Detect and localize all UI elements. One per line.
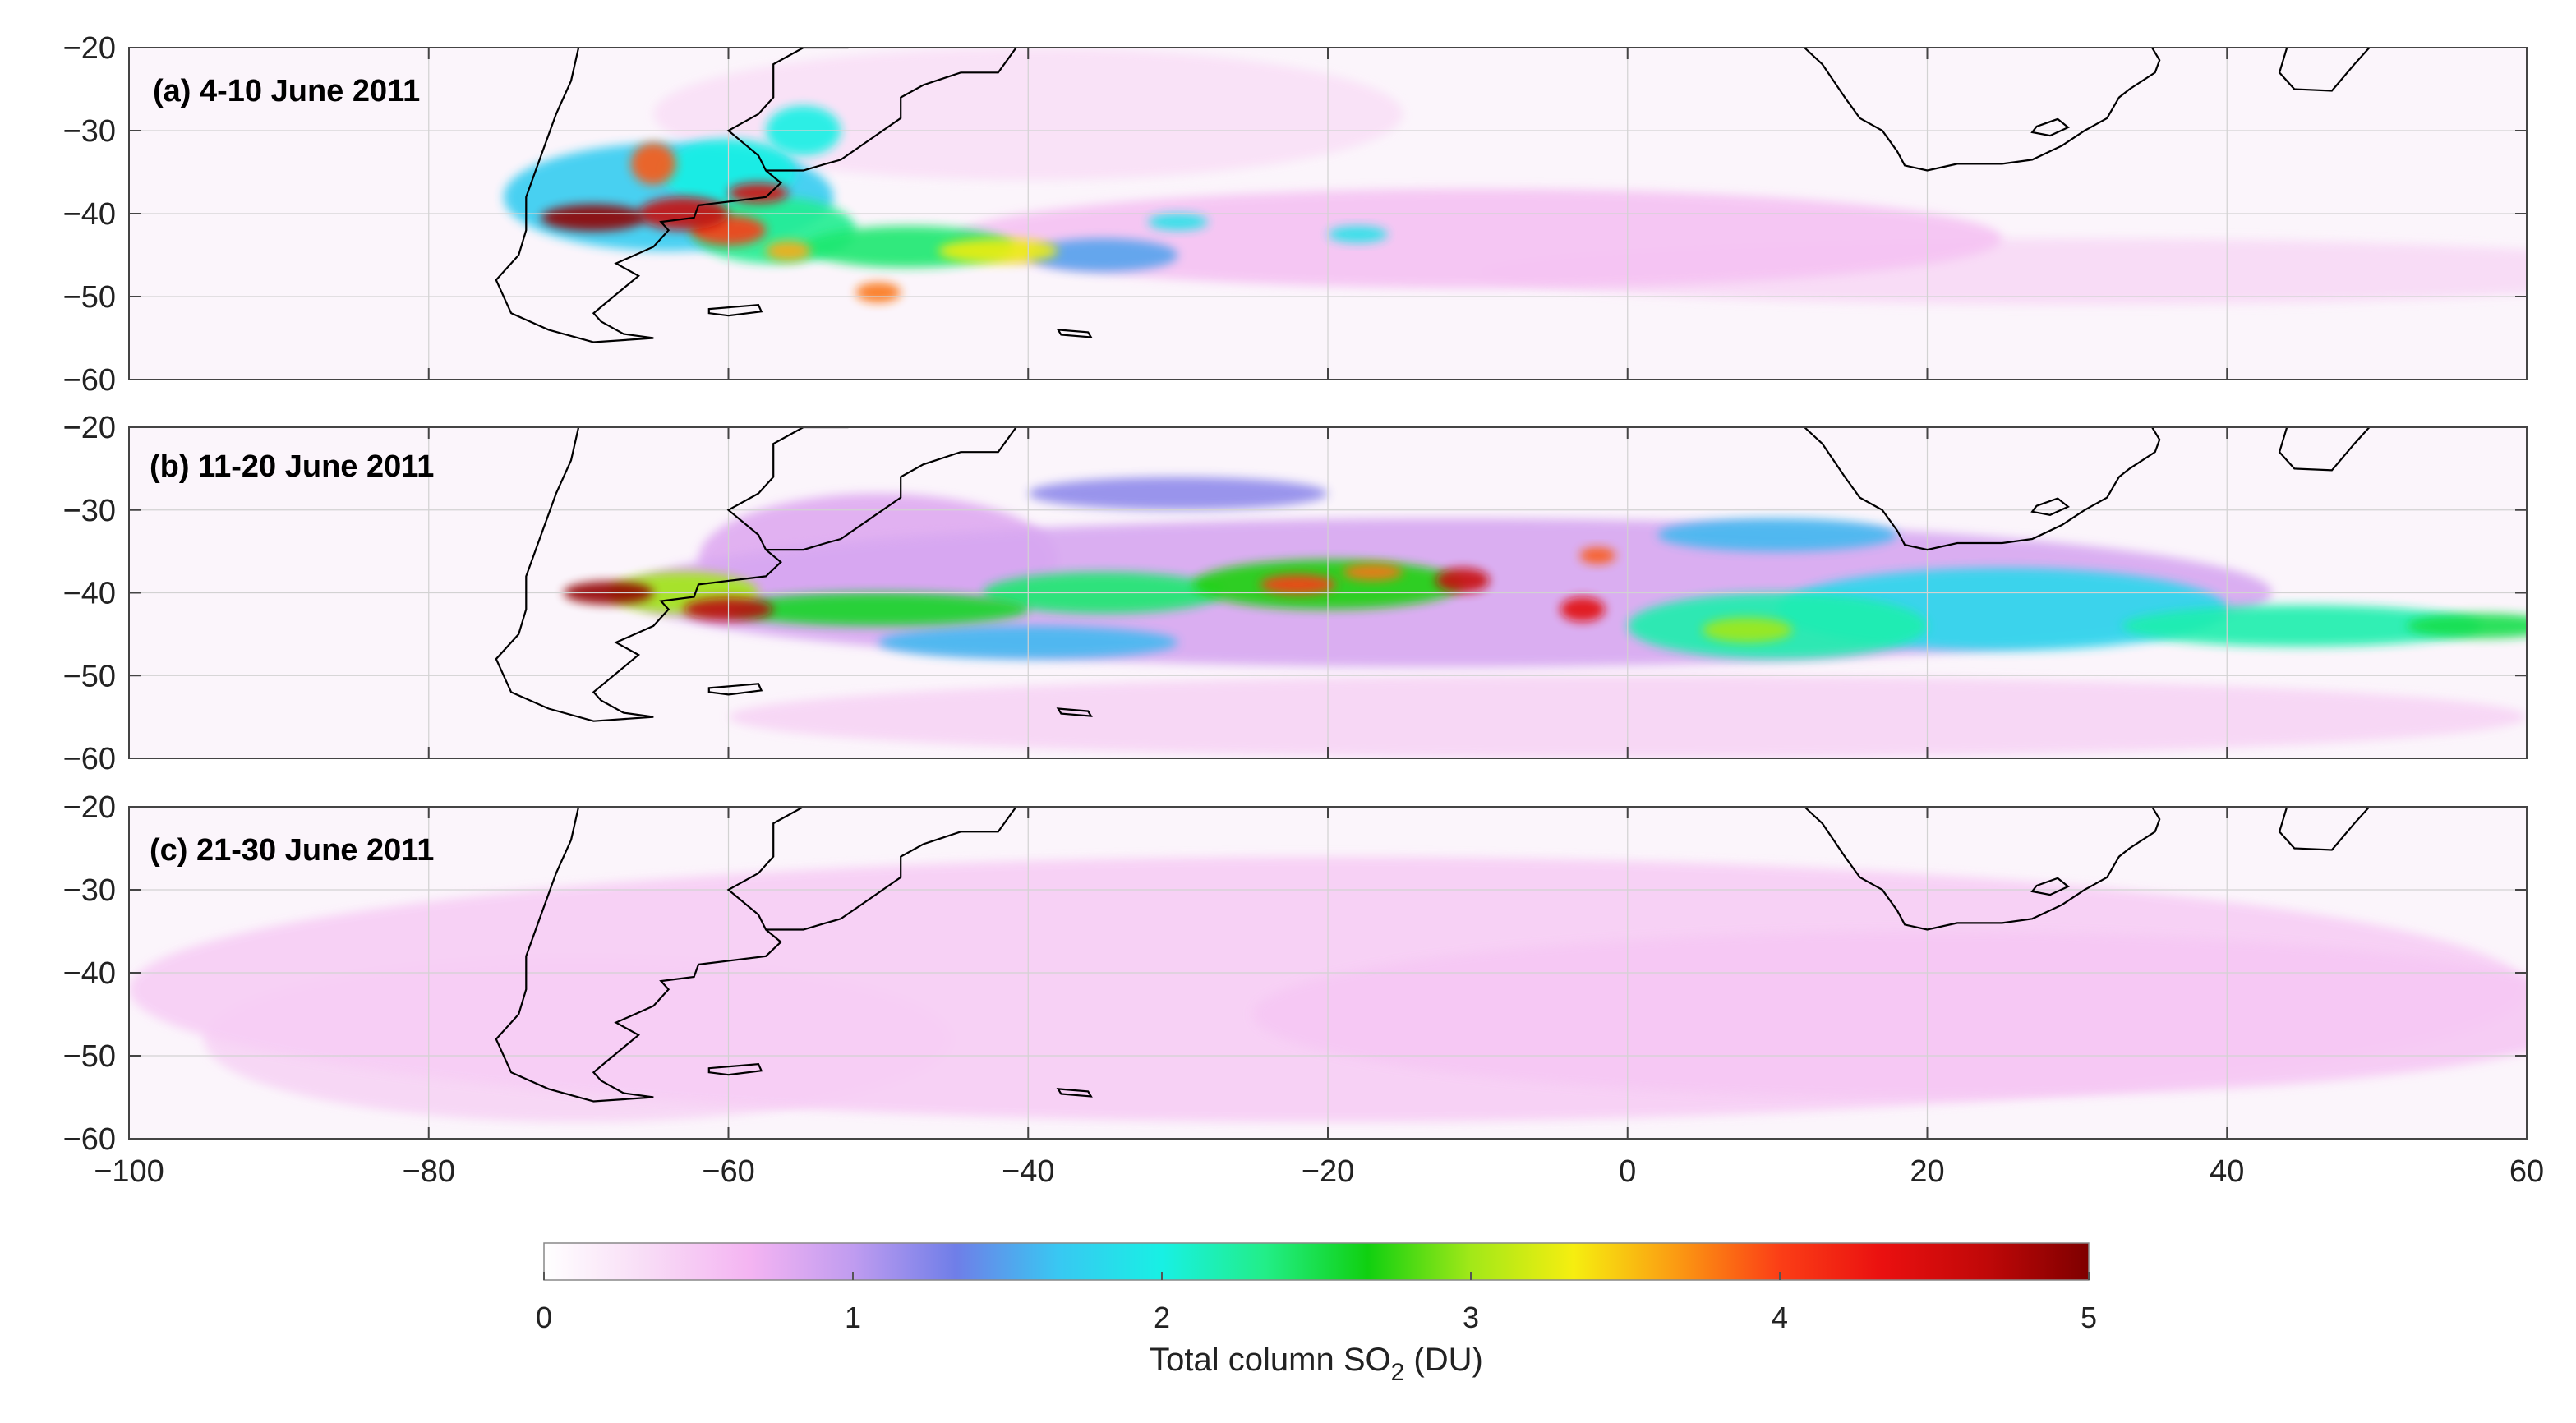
so2-plume <box>1260 574 1336 595</box>
coastline <box>766 427 1017 551</box>
x-tick-label: 20 <box>1910 1154 1944 1189</box>
so2-plume <box>728 592 1029 626</box>
so2-plume <box>541 204 647 232</box>
y-tick-label: −40 <box>63 577 116 611</box>
coastlines <box>495 48 2371 343</box>
y-tick-label: −20 <box>63 411 116 445</box>
colorbar-label-subscript: 2 <box>1391 1359 1405 1386</box>
y-tick-label: −50 <box>63 659 116 693</box>
x-tick-label: −20 <box>1302 1154 1354 1189</box>
coastline <box>495 48 849 343</box>
coastline <box>766 807 1017 931</box>
grid-lines <box>129 807 2527 1139</box>
y-tick-label: −50 <box>63 280 116 315</box>
coastlines <box>495 807 2371 1103</box>
x-tick-label: 40 <box>2210 1154 2244 1189</box>
x-tick-label: −80 <box>403 1154 455 1189</box>
coastline <box>495 427 849 722</box>
island-outline <box>1056 707 1093 717</box>
colorbar-label-suffix: (DU) <box>1404 1342 1483 1378</box>
map-panel: −20 −30 −40 −50 −60 <box>63 790 2528 1157</box>
x-tick-label: −40 <box>1002 1154 1054 1189</box>
y-tick-label: −30 <box>63 114 116 149</box>
so2-plume <box>1435 568 1490 593</box>
so2-plume <box>1028 477 1328 510</box>
coastline <box>495 807 849 1103</box>
island-outline <box>2030 497 2070 516</box>
colorbar-label-prefix: Total column SO <box>1150 1342 1390 1378</box>
colorbar-tick-label: 4 <box>1772 1301 1788 1334</box>
coastlines <box>495 427 2371 722</box>
panel-label: (a) 4-10 June 2011 <box>153 74 420 108</box>
colorbar-tick-label: 5 <box>2081 1301 2097 1334</box>
colorbar-ticks: 0 1 2 3 4 5 <box>536 1272 2097 1334</box>
island-outline <box>2030 877 2070 896</box>
panel-label: (b) 11-20 June 2011 <box>150 449 434 484</box>
so2-plume <box>2407 613 2527 638</box>
so2-plume <box>855 282 901 303</box>
coastline <box>1804 807 2161 931</box>
coastline <box>1804 48 2161 172</box>
island-outline <box>1056 329 1093 338</box>
colorbar-label: Total column SO2 (DU) <box>1150 1342 1483 1386</box>
island-outline <box>707 303 763 317</box>
island-outline <box>1056 1088 1093 1098</box>
x-tick-label: 0 <box>1619 1154 1636 1189</box>
so2-plume <box>1253 931 2527 1098</box>
y-tick-label: −60 <box>63 1122 116 1157</box>
y-tick-label: −50 <box>63 1039 116 1074</box>
so2-plume <box>1028 238 1178 272</box>
so2-plume <box>953 188 2002 288</box>
so2-plume <box>1560 596 1606 622</box>
coastline <box>2278 807 2371 851</box>
y-tick-label: −40 <box>63 197 116 232</box>
y-tick-label: −20 <box>63 31 116 66</box>
island-outline <box>707 1062 763 1076</box>
colorbar-tick-label: 2 <box>1154 1301 1170 1334</box>
y-tick-label: −60 <box>63 742 116 776</box>
x-tick-label: −60 <box>702 1154 754 1189</box>
so2-plume <box>1657 518 1898 552</box>
x-tick-labels: −100 −80 −60 −40 −20 0 20 40 60 <box>94 1154 2544 1189</box>
map-panels: −20−30−40−50−60−20−30−40−50−60−20−30−40−… <box>63 31 2545 1189</box>
map-panel: −20 −30 −40 −50 −60 <box>63 31 2528 398</box>
so2-plume <box>728 182 789 203</box>
grid-lines <box>129 427 2527 758</box>
coastline <box>2278 427 2371 472</box>
panel-labels: (a) 4-10 June 2011 (b) 11-20 June 2011 (… <box>150 74 434 868</box>
so2-plume <box>1148 214 1209 231</box>
y-tick-label: −20 <box>63 790 116 825</box>
colorbar-tick-label: 0 <box>536 1301 552 1334</box>
so2-plume <box>938 238 1058 264</box>
so2-plume <box>1579 547 1616 564</box>
colorbar-tick-label: 1 <box>845 1301 861 1334</box>
coastline <box>1804 427 2161 551</box>
panel-label: (c) 21-30 June 2011 <box>150 833 434 868</box>
so2-plume <box>766 241 811 261</box>
so2-plume <box>1328 226 1388 243</box>
y-tick-label: −60 <box>63 363 116 398</box>
y-tick-label: −30 <box>63 873 116 908</box>
so2-plume <box>1343 564 1403 581</box>
map-panel: −20 −30 −40 −50 −60 <box>63 411 2528 776</box>
x-tick-label: 60 <box>2509 1154 2544 1189</box>
coastline <box>766 48 1017 172</box>
grid-lines <box>129 48 2527 380</box>
so2-plume <box>1702 617 1793 642</box>
colorbar-bar <box>543 1242 2090 1281</box>
so2-plume <box>630 143 676 185</box>
coastline <box>2278 48 2371 92</box>
island-outline <box>707 683 763 696</box>
colorbar-tick-label: 3 <box>1463 1301 1479 1334</box>
y-tick-label: −30 <box>63 494 116 528</box>
so2-plume <box>2122 605 2482 647</box>
island-outline <box>2030 117 2070 137</box>
y-tick-label: −40 <box>63 956 116 991</box>
x-tick-label: −100 <box>94 1154 164 1189</box>
